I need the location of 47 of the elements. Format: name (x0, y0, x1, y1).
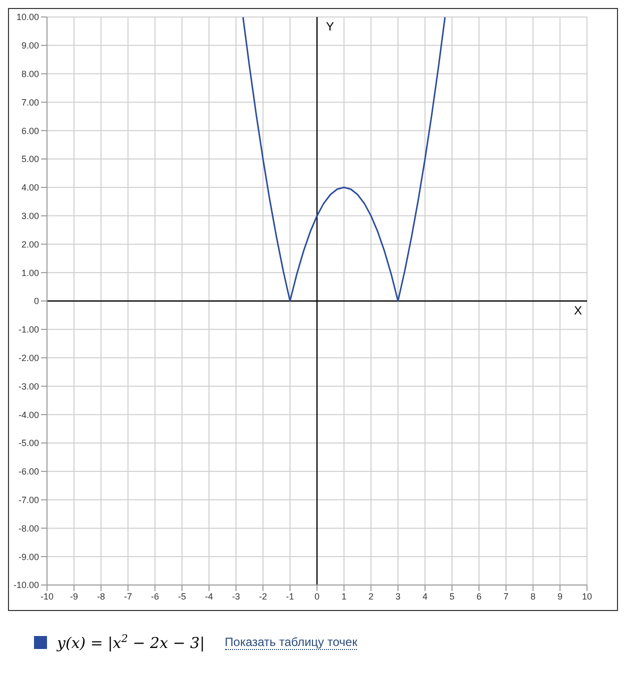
y-tick-label: -3.00 (18, 381, 39, 392)
y-tick-label: -6.00 (18, 466, 39, 477)
y-tick-label: 6.00 (21, 126, 39, 136)
x-tick-label: -9 (70, 591, 78, 602)
y-tick-label: -10.00 (13, 580, 39, 590)
y-tick-label: -7.00 (18, 494, 39, 505)
x-tick-label: -3 (232, 591, 240, 602)
y-tick-label: -8.00 (18, 523, 39, 534)
x-tick-label: 9 (557, 591, 563, 602)
y-tick-label: -5.00 (18, 438, 39, 448)
x-tick-label: 2 (368, 591, 374, 602)
y-tick-label: 4.00 (21, 182, 39, 193)
x-tick-label: 0 (314, 591, 320, 602)
x-tick-label: -8 (96, 591, 106, 602)
legend-label: y(x) = |x$^{2}$ − 2x − 3| (57, 633, 205, 652)
y-tick-label: 8.00 (21, 68, 39, 79)
x-tick-label: -4 (204, 591, 214, 602)
y-tick-label: -1.00 (18, 324, 39, 335)
x-tick-label: -1 (286, 591, 294, 602)
x-tick-label: 1 (341, 591, 347, 602)
text: Показать таблицу точек (224, 635, 358, 650)
x-tick-label: -5 (178, 591, 186, 602)
x-tick-label: 4 (422, 591, 428, 602)
x-tick-label: 7 (503, 591, 509, 602)
x-tick-label: 8 (530, 591, 536, 602)
y-tick-label: -9.00 (18, 552, 39, 562)
y-axis-title: Y (326, 20, 334, 34)
y-tick-label: 1.00 (21, 268, 39, 278)
x-tick-label: -7 (124, 591, 132, 602)
y-tick-label: 2.00 (21, 239, 39, 250)
x-tick-label: -6 (150, 591, 160, 602)
line-series (242, 17, 446, 302)
y-tick-label: 5.00 (21, 154, 39, 164)
y-tick-label: 3.00 (21, 210, 39, 221)
y-tick-label: 9.00 (21, 40, 39, 51)
y-tick-label: 7.00 (21, 97, 39, 108)
y-tick-label: 10.00 (16, 12, 39, 22)
y-tick-label: -2.00 (18, 352, 39, 363)
x-tick-label: 10 (582, 591, 592, 602)
y-tick-label: -4.00 (18, 410, 39, 420)
x-tick-label: 5 (449, 591, 455, 602)
x-tick-label: 3 (395, 591, 401, 602)
x-tick-label: -2 (258, 591, 268, 602)
x-tick-label: 6 (476, 591, 482, 602)
x-tick-label: -10 (40, 591, 54, 602)
x-axis-title: X (574, 304, 582, 318)
y-tick-label: 0 (34, 296, 39, 306)
